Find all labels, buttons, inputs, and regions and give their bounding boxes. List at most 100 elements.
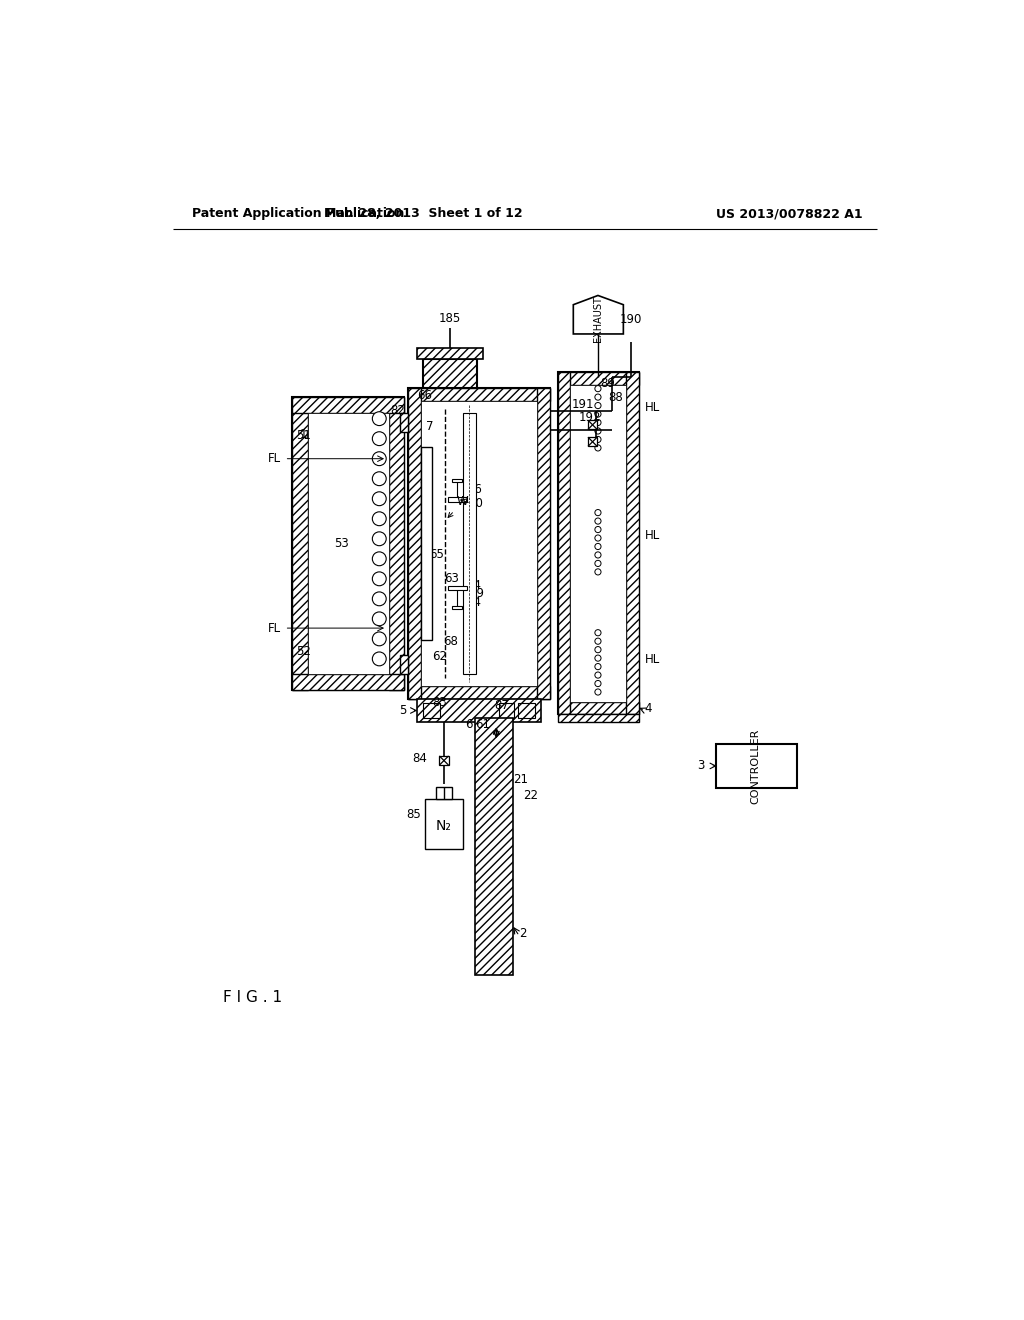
Circle shape xyxy=(595,647,601,653)
Text: FL: FL xyxy=(267,453,281,465)
Bar xyxy=(292,397,403,412)
Text: N₂: N₂ xyxy=(436,818,452,833)
Circle shape xyxy=(595,560,601,566)
Text: 69: 69 xyxy=(469,587,483,601)
Circle shape xyxy=(373,492,386,506)
Circle shape xyxy=(373,572,386,586)
Circle shape xyxy=(595,630,601,636)
Bar xyxy=(558,372,639,385)
Text: 1: 1 xyxy=(300,428,307,441)
Text: 192: 192 xyxy=(579,411,601,424)
Bar xyxy=(423,359,477,388)
Bar xyxy=(388,397,403,689)
Circle shape xyxy=(595,393,601,400)
Circle shape xyxy=(595,517,601,524)
Text: Mar. 28, 2013  Sheet 1 of 12: Mar. 28, 2013 Sheet 1 of 12 xyxy=(324,207,522,220)
Bar xyxy=(588,437,597,446)
Circle shape xyxy=(373,432,386,446)
Text: 62: 62 xyxy=(432,649,447,663)
Text: 86: 86 xyxy=(467,483,482,496)
Text: Patent Application Publication: Patent Application Publication xyxy=(193,207,404,220)
Circle shape xyxy=(595,552,601,558)
Text: 64: 64 xyxy=(466,579,480,593)
Bar xyxy=(558,702,639,714)
Bar xyxy=(463,412,475,675)
Text: 53: 53 xyxy=(334,537,349,550)
Circle shape xyxy=(373,471,386,486)
Text: 21: 21 xyxy=(513,774,528,787)
Bar xyxy=(439,756,449,766)
Bar xyxy=(436,787,452,799)
Circle shape xyxy=(595,672,601,678)
Circle shape xyxy=(595,535,601,541)
Text: HL: HL xyxy=(645,401,660,414)
Bar xyxy=(408,388,421,700)
Text: US 2013/0078822 A1: US 2013/0078822 A1 xyxy=(716,207,862,220)
Bar xyxy=(627,372,639,714)
Text: EXHAUST: EXHAUST xyxy=(593,297,603,342)
Circle shape xyxy=(595,681,601,686)
Text: 4: 4 xyxy=(644,702,651,714)
Bar xyxy=(452,606,463,609)
Circle shape xyxy=(373,552,386,566)
Bar xyxy=(292,675,403,689)
Circle shape xyxy=(373,612,386,626)
Bar xyxy=(518,702,535,718)
Circle shape xyxy=(595,411,601,417)
Bar xyxy=(423,702,440,718)
Text: 6: 6 xyxy=(466,718,473,731)
Text: F I G . 1: F I G . 1 xyxy=(223,990,282,1006)
Text: 65: 65 xyxy=(429,548,443,561)
Bar xyxy=(447,498,467,502)
Circle shape xyxy=(595,527,601,532)
Text: 51: 51 xyxy=(296,429,311,442)
Text: 5: 5 xyxy=(398,704,407,717)
Text: 74: 74 xyxy=(466,597,480,610)
Text: 190: 190 xyxy=(620,313,642,326)
Circle shape xyxy=(595,689,601,696)
Bar xyxy=(408,686,550,700)
Circle shape xyxy=(595,403,601,409)
Text: 82: 82 xyxy=(390,404,406,417)
Bar xyxy=(588,420,597,429)
Text: 88: 88 xyxy=(608,391,623,404)
Text: 89: 89 xyxy=(600,376,615,389)
Text: 81: 81 xyxy=(420,475,434,488)
Bar xyxy=(408,388,550,401)
Text: 83: 83 xyxy=(433,696,447,709)
Text: 84: 84 xyxy=(412,752,427,766)
Bar xyxy=(421,401,538,686)
Bar xyxy=(447,586,467,590)
Text: 68: 68 xyxy=(442,635,458,648)
Bar xyxy=(475,718,513,974)
Bar xyxy=(716,743,797,788)
Text: 85: 85 xyxy=(407,808,421,821)
Bar xyxy=(417,348,483,359)
Circle shape xyxy=(373,451,386,466)
Circle shape xyxy=(595,510,601,516)
Bar xyxy=(570,385,627,702)
Text: HL: HL xyxy=(645,653,660,667)
Circle shape xyxy=(373,652,386,665)
Circle shape xyxy=(595,445,601,451)
Text: 22: 22 xyxy=(522,788,538,801)
Bar xyxy=(400,655,408,675)
Circle shape xyxy=(373,591,386,606)
Circle shape xyxy=(595,569,601,576)
Bar xyxy=(425,799,463,849)
Circle shape xyxy=(595,664,601,669)
Bar xyxy=(417,700,541,722)
Text: 87: 87 xyxy=(495,698,509,711)
Bar xyxy=(292,397,403,689)
Circle shape xyxy=(373,532,386,545)
Circle shape xyxy=(373,632,386,645)
Text: 7: 7 xyxy=(426,420,434,433)
Text: 61: 61 xyxy=(475,718,489,731)
Bar xyxy=(558,714,639,722)
Text: 63: 63 xyxy=(444,572,459,585)
Circle shape xyxy=(595,385,601,392)
Circle shape xyxy=(595,638,601,644)
Circle shape xyxy=(595,420,601,425)
Circle shape xyxy=(595,428,601,434)
Text: 191: 191 xyxy=(571,399,594,412)
